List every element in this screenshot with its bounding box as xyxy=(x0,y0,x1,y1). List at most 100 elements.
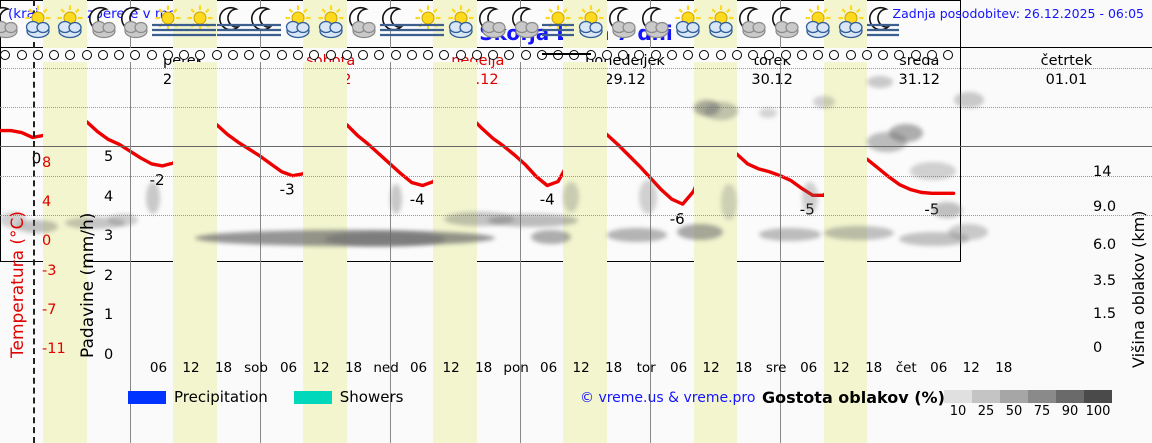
wind-calm-symbol xyxy=(585,50,596,60)
wind-calm-symbol xyxy=(520,50,531,60)
copyright-label[interactable]: © vreme.us & vreme.pro xyxy=(580,390,756,406)
wind-calm-symbol xyxy=(390,50,401,60)
wind-calm-symbol xyxy=(878,50,889,60)
x-tick-label: 12 xyxy=(702,360,720,376)
temperature-value-label: -3 xyxy=(280,181,295,199)
x-tick-label: 12 xyxy=(572,360,590,376)
weather-icon-sun-cloud xyxy=(53,5,87,41)
weather-icon-moon-cloud xyxy=(346,5,380,41)
gridline xyxy=(0,214,1152,216)
temperature-value-label: -4 xyxy=(540,191,555,209)
precipitation-tick: 3 xyxy=(104,228,114,245)
weather-icon-sun-cloud xyxy=(314,5,348,41)
wind-calm-symbol xyxy=(244,50,255,60)
wind-calm-symbol xyxy=(32,50,43,60)
day-separator xyxy=(650,62,652,443)
wind-calm-symbol xyxy=(796,50,807,60)
cloud-density-blob xyxy=(65,217,126,229)
weather-icon-moon-cloud xyxy=(639,5,673,41)
temperature-tick: 4 xyxy=(42,194,52,211)
graph-area: 03-23-33-43-42-60-5-1-5 xyxy=(0,62,1152,443)
day-date: 01.01 xyxy=(1045,72,1088,88)
wind-calm-symbol xyxy=(699,50,710,60)
cloud-density-blob xyxy=(108,214,139,226)
weather-icon-sun-cloud xyxy=(21,5,55,41)
weather-icon-sun-cloud xyxy=(444,5,478,41)
cloud-density-scale xyxy=(944,390,1112,403)
wind-barb-arrow xyxy=(541,53,591,55)
cloud-density-tick: 50 xyxy=(1005,404,1023,419)
x-tick-label: 06 xyxy=(149,360,168,376)
cloud-density-tick: 90 xyxy=(1061,404,1079,419)
wind-calm-symbol xyxy=(845,50,856,60)
cloud-density-step xyxy=(1028,390,1056,403)
gridline xyxy=(0,146,1152,148)
weather-icon-sun-fog xyxy=(541,5,575,41)
wind-calm-symbol xyxy=(715,50,726,60)
wind-calm-symbol xyxy=(943,50,954,60)
wind-calm-symbol xyxy=(16,50,27,60)
weather-icon-moon-cloud xyxy=(606,5,640,41)
cloud-height-tick: 14 xyxy=(1093,163,1112,180)
weather-icon-moon-cloud xyxy=(0,5,22,41)
x-tick-label: 12 xyxy=(312,360,330,376)
x-tick-label: 06 xyxy=(409,360,428,376)
temperature-value-label: -2 xyxy=(150,171,165,189)
wind-calm-symbol xyxy=(894,50,905,60)
wind-calm-symbol xyxy=(211,50,222,60)
cloud-height-tick: 9.0 xyxy=(1093,199,1117,216)
cloud-density-blob xyxy=(530,230,571,244)
wind-calm-symbol xyxy=(81,50,92,60)
cloud-density-scale-ticks: 10 25 50 75 90 100 xyxy=(944,404,1116,420)
cloud-density-blob xyxy=(888,124,923,142)
cloud-height-tick: 1.5 xyxy=(1093,306,1117,323)
weather-icon-sun-cloud xyxy=(281,5,315,41)
x-tick-label: sob xyxy=(244,360,268,376)
gridline xyxy=(0,107,1152,109)
cloud-density-blob xyxy=(16,220,59,233)
weather-icon-sun-cloud xyxy=(834,5,868,41)
x-tick-label: sre xyxy=(765,360,787,376)
wind-calm-symbol xyxy=(130,50,141,60)
precipitation-legend-label: Precipitation xyxy=(174,388,268,406)
weather-icon-sun-cloud xyxy=(574,5,608,41)
cloud-density-step xyxy=(1084,390,1112,403)
wind-calm-symbol xyxy=(683,50,694,60)
x-tick-label: 18 xyxy=(605,360,623,376)
cloud-density-blob xyxy=(606,228,667,242)
x-tick-label: 06 xyxy=(540,360,558,376)
day-separator xyxy=(520,62,522,443)
wind-calm-symbol xyxy=(861,50,872,60)
x-tick-label: 12 xyxy=(962,360,980,376)
cloud-density-blob xyxy=(693,100,720,116)
weather-icon-sun-cloud xyxy=(801,5,835,41)
x-tick-label: 12 xyxy=(182,360,200,376)
cloud-density-blob xyxy=(720,184,737,220)
x-axis-tick-labels: 06 12 18 sob 06 12 18 ned 06 12 18 pon 06 12 18 tor 06 12… xyxy=(126,360,1087,378)
wind-calm-symbol xyxy=(49,50,60,60)
wind-calm-symbol xyxy=(780,50,791,60)
weather-icon-moon-fog xyxy=(216,5,250,41)
daylight-band xyxy=(303,62,347,443)
daylight-band xyxy=(43,62,87,443)
cloud-density-blob xyxy=(801,182,818,214)
wind-calm-symbol xyxy=(374,50,385,60)
cloud-height-tick: 3.5 xyxy=(1093,272,1117,289)
wind-calm-symbol xyxy=(114,50,125,60)
wind-calm-symbol xyxy=(179,50,190,60)
weather-icon-moon-fog xyxy=(248,5,282,41)
wind-calm-symbol xyxy=(341,50,352,60)
day-separator xyxy=(130,62,132,443)
day-name: četrtek xyxy=(1040,53,1093,69)
weather-icon-moon-cloud xyxy=(118,5,152,41)
precip-legend: Precipitation Showers xyxy=(128,386,429,408)
x-tick-label: 06 xyxy=(670,360,688,376)
weather-icon-band xyxy=(0,0,1152,48)
cloud-density-blob xyxy=(146,182,161,214)
cloud-density-blob xyxy=(325,232,446,246)
x-tick-label: 12 xyxy=(442,360,460,376)
wind-calm-symbol xyxy=(146,50,157,60)
cloud-density-step xyxy=(972,390,1000,403)
day-date: 29.12 xyxy=(604,72,646,88)
